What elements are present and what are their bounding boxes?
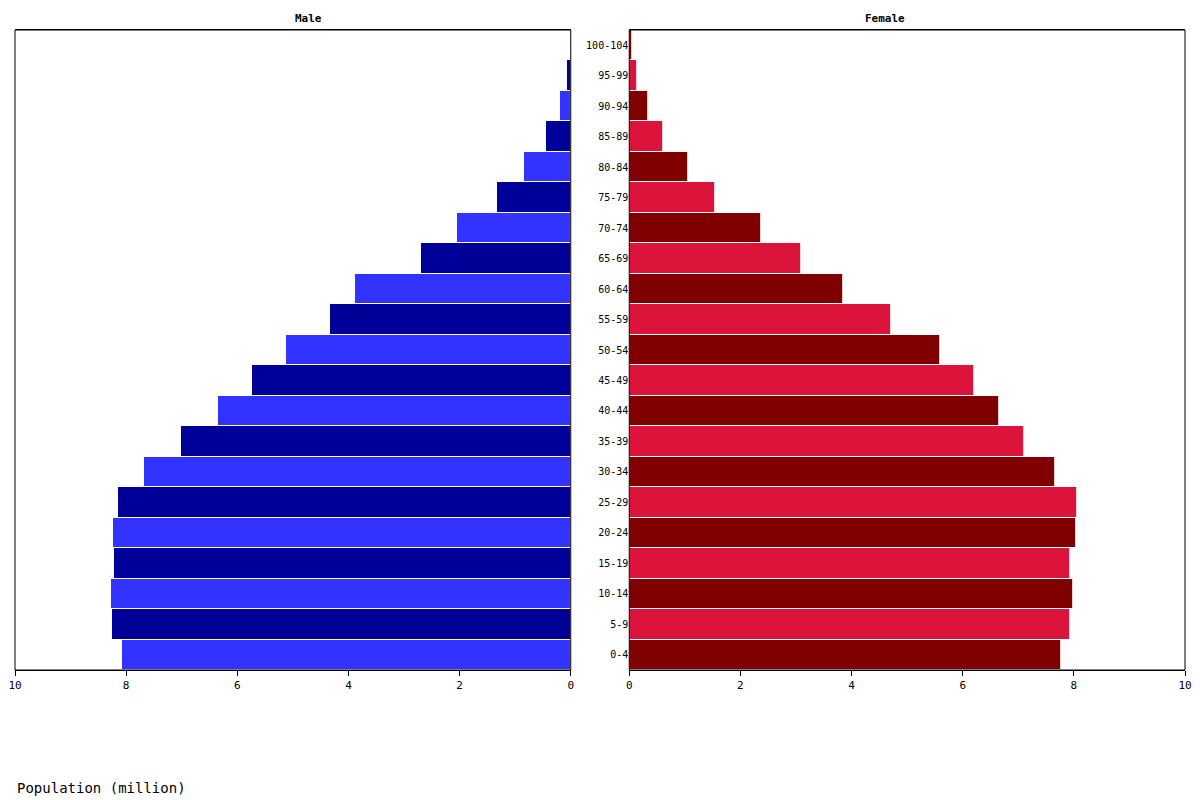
svg-text:10: 10 (8, 679, 21, 692)
svg-text:Male: Male (295, 12, 322, 25)
svg-text:50-54: 50-54 (598, 345, 628, 356)
svg-text:45-49: 45-49 (598, 375, 628, 386)
svg-text:20-24: 20-24 (598, 527, 628, 538)
svg-text:90-94: 90-94 (598, 101, 628, 112)
svg-text:15-19: 15-19 (598, 558, 628, 569)
svg-text:0: 0 (626, 679, 633, 692)
svg-text:6: 6 (234, 679, 241, 692)
svg-text:85-89: 85-89 (598, 131, 628, 142)
svg-text:6: 6 (959, 679, 966, 692)
svg-text:4: 4 (345, 679, 352, 692)
svg-text:2: 2 (737, 679, 744, 692)
svg-text:10-14: 10-14 (598, 588, 628, 599)
svg-text:0-4: 0-4 (610, 649, 628, 660)
svg-text:70-74: 70-74 (598, 223, 628, 234)
svg-text:0: 0 (567, 679, 574, 692)
svg-text:95-99: 95-99 (598, 70, 628, 81)
svg-text:40-44: 40-44 (598, 405, 628, 416)
svg-text:100-104: 100-104 (586, 40, 628, 51)
svg-text:60-64: 60-64 (598, 284, 628, 295)
svg-text:Population (million): Population (million) (17, 780, 186, 796)
svg-text:25-29: 25-29 (598, 497, 628, 508)
svg-text:Female: Female (865, 12, 905, 25)
svg-text:5-9: 5-9 (610, 619, 628, 630)
svg-text:65-69: 65-69 (598, 253, 628, 264)
svg-text:4: 4 (848, 679, 855, 692)
svg-text:55-59: 55-59 (598, 314, 628, 325)
svg-text:2: 2 (456, 679, 463, 692)
svg-text:8: 8 (1071, 679, 1078, 692)
svg-text:80-84: 80-84 (598, 162, 628, 173)
svg-text:35-39: 35-39 (598, 436, 628, 447)
svg-text:10: 10 (1178, 679, 1191, 692)
svg-text:8: 8 (123, 679, 130, 692)
svg-text:30-34: 30-34 (598, 466, 628, 477)
svg-text:75-79: 75-79 (598, 192, 628, 203)
